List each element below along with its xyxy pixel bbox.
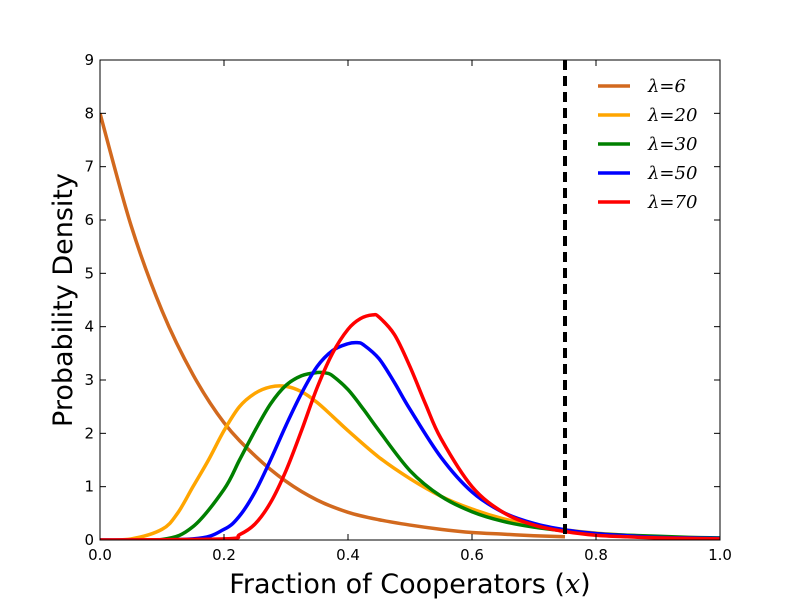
x-tick-label: 0.8	[584, 546, 608, 564]
series-line-5	[100, 312, 720, 540]
legend-label: λ=70	[647, 192, 697, 213]
legend-label: λ=30	[647, 134, 697, 155]
y-tick-label: 6	[84, 211, 94, 229]
y-tick-label: 4	[84, 318, 94, 336]
y-tick-label: 7	[84, 158, 94, 176]
x-tick-label: 0.6	[460, 546, 484, 564]
legend: λ=6 λ=20 λ=30 λ=50 λ=70	[598, 76, 697, 213]
y-tick-label: 1	[84, 478, 94, 496]
legend-label: λ=20	[647, 105, 697, 126]
x-axis-title-close: )	[580, 569, 591, 600]
x-tick-label: 0.0	[88, 546, 112, 564]
y-tick-label: 3	[84, 371, 94, 389]
x-tick-label: 0.2	[212, 546, 236, 564]
y-tick-label: 5	[84, 264, 94, 282]
series-line-1	[100, 112, 566, 539]
y-tick-label: 0	[84, 531, 94, 549]
legend-label: λ=50	[647, 163, 697, 184]
axis-ticks: 0.0 0.2 0.4 0.6 0.8 1.0 0 1 2 3 4 5 6 7 8 9	[84, 51, 731, 564]
y-tick-label: 2	[84, 424, 94, 442]
x-axis-title-var: x	[565, 569, 580, 600]
y-tick-label: 9	[84, 51, 94, 69]
x-axis-title-main: Fraction of Cooperators (	[229, 569, 565, 600]
y-axis-title: Probability Density	[48, 173, 79, 427]
x-tick-label: 0.4	[336, 546, 360, 564]
series-line-3	[100, 370, 720, 540]
series-curves	[100, 112, 720, 540]
x-tick-label: 1.0	[708, 546, 732, 564]
x-axis-title: Fraction of Cooperators (x)	[229, 569, 590, 600]
plot-frame	[99, 59, 721, 541]
legend-label: λ=6	[647, 76, 686, 97]
y-tick-label: 8	[84, 104, 94, 122]
